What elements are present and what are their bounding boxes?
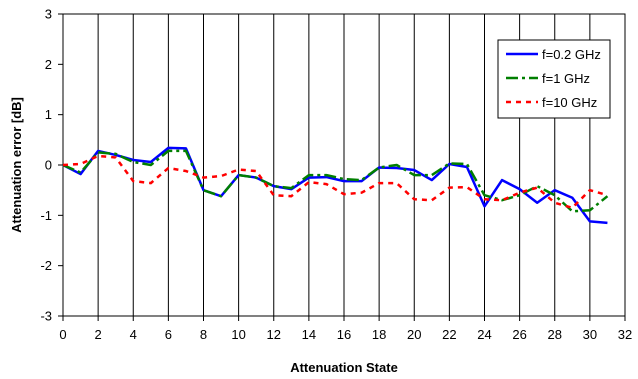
x-tick-label: 14	[302, 327, 316, 342]
x-tick-label: 16	[337, 327, 351, 342]
y-tick-label: 1	[45, 107, 52, 122]
legend: f=0.2 GHz f=1 GHz f=10 GHz	[497, 39, 611, 119]
x-tick-label: 10	[231, 327, 245, 342]
legend-label-1: f=0.2 GHz	[542, 47, 601, 62]
x-tick-label: 4	[130, 327, 137, 342]
y-tick-label: -2	[40, 258, 52, 273]
y-tick-label: 3	[45, 7, 52, 22]
series-lines	[62, 146, 609, 225]
x-tick-label: 20	[407, 327, 421, 342]
y-tick-label: 2	[45, 57, 52, 72]
y-tick-label: 0	[45, 158, 52, 173]
y-tick-label: -1	[40, 208, 52, 223]
grid-lines	[97, 14, 591, 316]
series-line-3	[62, 154, 608, 210]
x-tick-label: 12	[267, 327, 281, 342]
x-tick-label: 0	[59, 327, 66, 342]
x-tick-label: 24	[477, 327, 491, 342]
y-axis-title: Attenuation error [dB]	[9, 97, 24, 233]
x-tick-label: 18	[372, 327, 386, 342]
legend-label-2: f=1 GHz	[542, 71, 590, 86]
x-axis-ticks: 0 2 4 6 8 10 12 14 16 18 20 22 24 26 28 30 32	[59, 316, 632, 342]
y-tick-label: -3	[40, 309, 52, 324]
x-tick-label: 2	[95, 327, 102, 342]
x-tick-label: 8	[200, 327, 207, 342]
x-tick-label: 6	[165, 327, 172, 342]
x-axis-title: Attenuation State	[290, 360, 398, 375]
x-tick-label: 28	[548, 327, 562, 342]
legend-label-3: f=10 GHz	[542, 95, 597, 110]
series-line-2	[62, 149, 609, 213]
x-tick-label: 30	[583, 327, 597, 342]
x-tick-label: 32	[618, 327, 632, 342]
y-axis-ticks: 3 2 1 0 -1 -2 -3	[40, 7, 63, 324]
x-tick-label: 26	[512, 327, 526, 342]
x-tick-label: 22	[442, 327, 456, 342]
series-line-1	[62, 146, 608, 225]
